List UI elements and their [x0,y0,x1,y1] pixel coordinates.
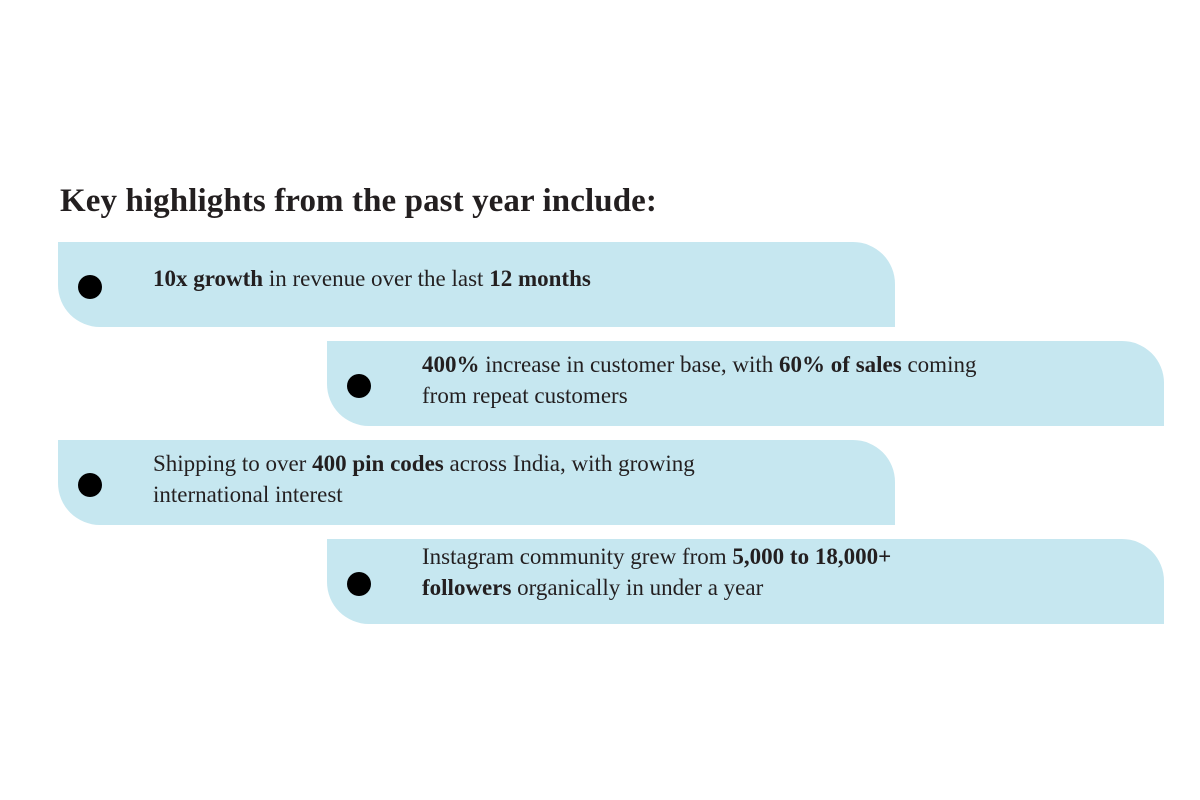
text-line: international interest [153,479,695,510]
text-run: increase in customer base, with [479,352,780,377]
text-run: coming [901,352,977,377]
bullet-icon [78,275,102,299]
highlight-text: Shipping to over 400 pin codes across In… [153,448,695,510]
text-run-bold: 400 pin codes [312,451,444,476]
text-run: from repeat customers [422,383,628,408]
text-run-bold: 5,000 to 18,000+ [732,544,892,569]
highlight-card-instagram: Instagram community grew from 5,000 to 1… [327,539,1164,624]
text-run: organically in under a year [511,575,764,600]
text-run-bold: 400% [422,352,480,377]
text-run-bold: 10x growth [153,266,264,291]
text-line: 400% increase in customer base, with 60%… [422,349,976,380]
text-run-bold: followers [422,575,512,600]
text-run: in revenue over the last [263,266,490,291]
highlight-text: 400% increase in customer base, with 60%… [422,349,976,411]
text-line: from repeat customers [422,380,976,411]
text-line: followers organically in under a year [422,572,891,603]
bullet-icon [347,572,371,596]
text-run: Instagram community grew from [422,544,733,569]
text-line: Instagram community grew from 5,000 to 1… [422,541,891,572]
bullet-icon [347,374,371,398]
text-run: international interest [153,482,343,507]
bullet-icon [78,473,102,497]
highlight-text: 10x growth in revenue over the last 12 m… [153,263,591,294]
text-run: across India, with growing [443,451,695,476]
text-run: Shipping to over [153,451,313,476]
highlight-card-customers: 400% increase in customer base, with 60%… [327,341,1164,426]
page-heading: Key highlights from the past year includ… [60,183,657,219]
text-run-bold: 12 months [489,266,591,291]
highlight-card-revenue: 10x growth in revenue over the last 12 m… [58,242,895,327]
text-run-bold: 60% of sales [779,352,902,377]
text-line: 10x growth in revenue over the last 12 m… [153,263,591,294]
highlight-card-shipping: Shipping to over 400 pin codes across In… [58,440,895,525]
text-line: Shipping to over 400 pin codes across In… [153,448,695,479]
highlight-text: Instagram community grew from 5,000 to 1… [422,541,891,603]
